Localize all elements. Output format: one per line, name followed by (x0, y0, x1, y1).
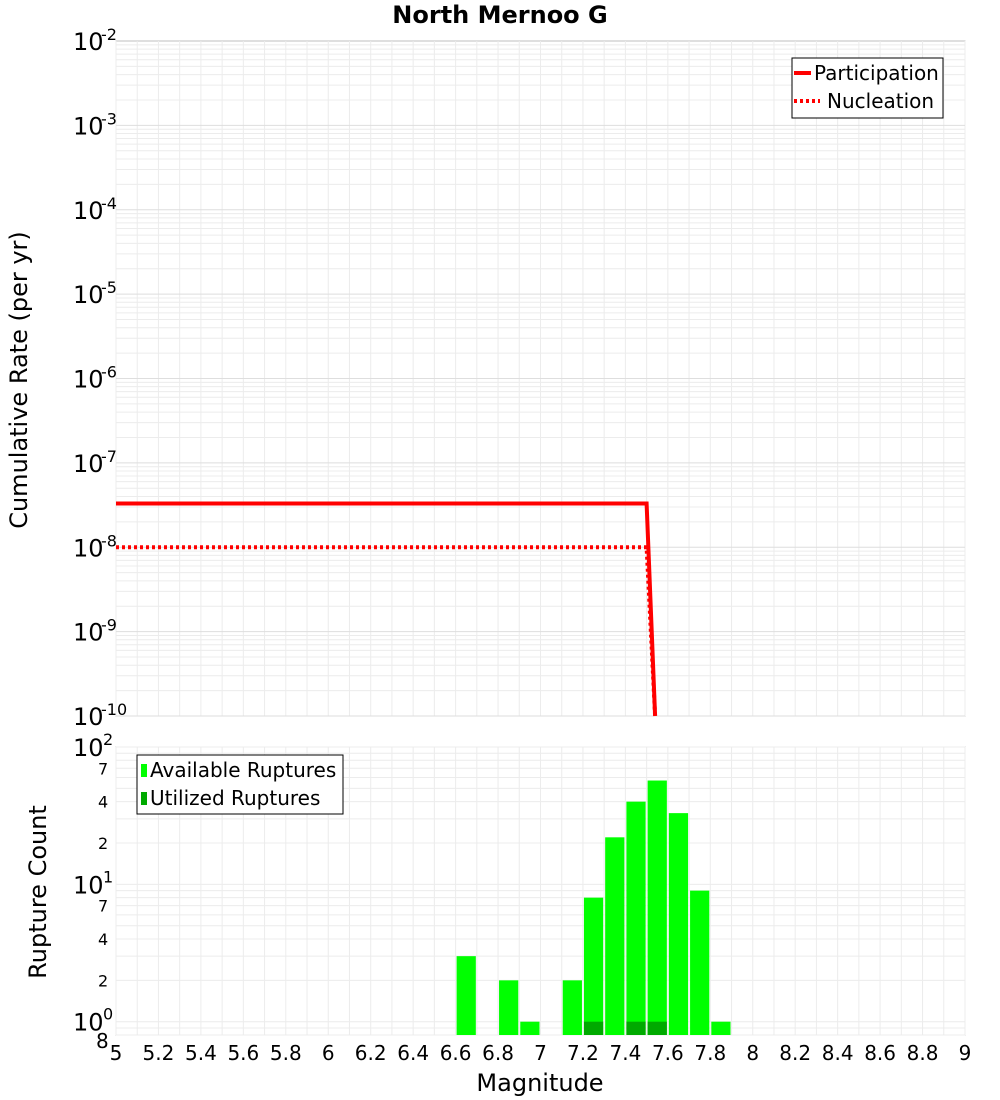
x-tick-label: 8.2 (779, 1041, 811, 1065)
y-tick-exponent: 1 (103, 867, 113, 886)
bar-utilized (647, 1021, 667, 1035)
x-tick-label: 5 (110, 1041, 123, 1065)
x-axis-title: Magnitude (476, 1069, 603, 1097)
y-tick-label: 10 (73, 534, 104, 562)
y-tick-exponent: -3 (101, 109, 117, 128)
y-tick-exponent: 2 (103, 730, 113, 749)
y-minor-tick-label: 8 (96, 1029, 109, 1053)
legend-label-utilized: Utilized Ruptures (150, 786, 320, 810)
x-tick-label: 8.8 (907, 1041, 939, 1065)
y-tick-label: 10 (73, 734, 104, 762)
legend-swatch-available (141, 764, 147, 777)
count-legend: Available Ruptures Utilized Ruptures (136, 754, 344, 815)
x-tick-label: 6 (322, 1041, 335, 1065)
y-tick-label: 10 (73, 281, 104, 309)
rate-legend: Participation Nucleation (791, 57, 944, 119)
x-tick-label: 6.4 (397, 1041, 429, 1065)
y-tick-exponent: -7 (101, 447, 117, 466)
y-tick-exponent: -2 (101, 25, 117, 44)
x-tick-label: 5.6 (227, 1041, 259, 1065)
x-tick-label: 7 (534, 1041, 547, 1065)
y-tick-label: 10 (73, 703, 104, 731)
y-tick-label: 10 (73, 197, 104, 225)
x-tick-label: 5.4 (185, 1041, 217, 1065)
bar-available (520, 1021, 540, 1035)
bar-available (647, 780, 667, 1035)
rate-plot-y-ticks: 10-210-310-410-510-610-710-810-910-10 (73, 25, 127, 731)
bar-utilized (583, 1021, 604, 1035)
y-tick-exponent: -6 (101, 363, 117, 382)
chart-title: North Mernoo G (392, 1, 607, 29)
x-tick-label: 7.8 (694, 1041, 726, 1065)
y-tick-label: 10 (73, 1009, 104, 1037)
y-tick-label: 10 (73, 619, 104, 647)
x-tick-label: 8 (746, 1041, 759, 1065)
x-tick-label: 8.4 (822, 1041, 854, 1065)
count-plot-x-ticks: 5 5.2 5.4 5.6 5.8 6 6.2 6.4 6.6 6.8 7 7.2 7.4 7.6 7.8 8… (110, 1041, 972, 1065)
y-tick-exponent: -10 (101, 700, 127, 719)
count-plot-bars (456, 780, 731, 1035)
x-tick-label: 5.8 (270, 1041, 302, 1065)
x-tick-label: 8.6 (864, 1041, 896, 1065)
x-tick-label: 7.4 (609, 1041, 641, 1065)
bar-available (499, 980, 519, 1035)
y-tick-label: 10 (73, 366, 104, 394)
rate-plot-series (116, 501, 658, 717)
y-tick-exponent: 0 (103, 1005, 113, 1024)
bar-available (456, 956, 476, 1035)
y-tick-label: 10 (73, 112, 104, 140)
rate-plot: 10-210-310-410-510-610-710-810-910-10 Cu… (5, 25, 966, 731)
x-tick-label: 6.6 (440, 1041, 472, 1065)
y-tick-exponent: -9 (101, 616, 117, 635)
series-nucleation-line (116, 545, 658, 717)
x-tick-label: 5.2 (143, 1041, 175, 1065)
legend-label-nucleation: Nucleation (827, 89, 934, 113)
x-tick-label: 6.2 (355, 1041, 387, 1065)
legend-label-available: Available Ruptures (150, 758, 336, 782)
series-participation-line (116, 501, 658, 717)
bar-available (690, 890, 710, 1035)
y-minor-tick-label: 4 (98, 930, 108, 949)
y-minor-tick-label: 7 (98, 759, 108, 778)
bar-available (605, 837, 625, 1035)
rate-y-axis-title: Cumulative Rate (per yr) (5, 231, 33, 529)
bar-available (711, 1021, 731, 1035)
y-minor-tick-label: 2 (98, 834, 108, 853)
y-tick-exponent: -8 (101, 531, 117, 550)
bar-available (626, 801, 646, 1035)
rate-plot-grid (115, 41, 966, 717)
y-tick-label: 10 (73, 450, 104, 478)
y-minor-tick-label: 7 (98, 897, 108, 916)
y-tick-label: 10 (73, 28, 104, 56)
bar-available (668, 813, 689, 1035)
x-tick-label: 7.2 (567, 1041, 599, 1065)
bar-available (583, 897, 604, 1035)
bar-utilized (626, 1021, 646, 1035)
y-tick-label: 10 (73, 871, 104, 899)
x-tick-label: 9 (959, 1041, 972, 1065)
x-tick-label: 7.6 (652, 1041, 684, 1065)
y-minor-tick-label: 4 (98, 793, 108, 812)
count-y-axis-title: Rupture Count (24, 805, 52, 979)
legend-swatch-utilized (141, 792, 147, 805)
x-tick-label: 6.8 (482, 1041, 514, 1065)
y-tick-exponent: -4 (101, 194, 117, 213)
bar-available (562, 980, 582, 1035)
y-minor-tick-label: 2 (98, 971, 108, 990)
y-tick-exponent: -5 (101, 278, 117, 297)
legend-label-participation: Participation (814, 61, 939, 85)
